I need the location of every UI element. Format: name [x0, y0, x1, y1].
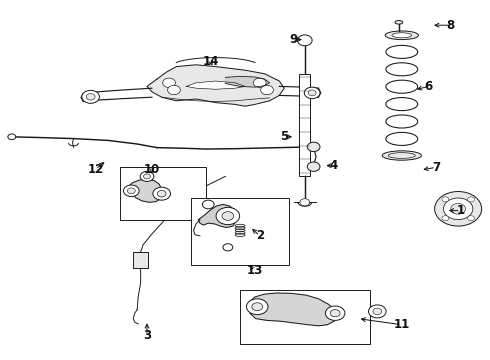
- Bar: [299, 74, 310, 176]
- Circle shape: [82, 90, 99, 103]
- Polygon shape: [186, 81, 245, 89]
- Circle shape: [307, 142, 320, 152]
- Text: 3: 3: [143, 329, 151, 342]
- Text: 11: 11: [393, 318, 410, 331]
- Polygon shape: [250, 293, 337, 326]
- Ellipse shape: [382, 151, 421, 160]
- Circle shape: [451, 203, 465, 214]
- Circle shape: [123, 185, 139, 197]
- Circle shape: [223, 244, 233, 251]
- Circle shape: [253, 78, 266, 87]
- Circle shape: [442, 197, 449, 202]
- Circle shape: [300, 199, 310, 206]
- Bar: [133, 252, 148, 268]
- Text: 14: 14: [202, 55, 219, 68]
- Circle shape: [442, 216, 449, 221]
- Ellipse shape: [392, 33, 412, 38]
- Circle shape: [261, 85, 273, 95]
- Bar: [240, 290, 370, 344]
- Circle shape: [308, 90, 316, 96]
- Circle shape: [144, 174, 150, 179]
- Ellipse shape: [395, 21, 403, 24]
- Circle shape: [163, 78, 175, 87]
- Circle shape: [330, 310, 340, 317]
- Circle shape: [153, 187, 171, 200]
- Circle shape: [307, 162, 320, 171]
- Bar: [191, 198, 289, 265]
- Text: 1: 1: [457, 204, 465, 217]
- Circle shape: [368, 305, 386, 318]
- Text: 12: 12: [87, 163, 104, 176]
- Text: 6: 6: [425, 80, 433, 93]
- Circle shape: [157, 190, 166, 197]
- Polygon shape: [147, 65, 284, 106]
- Circle shape: [304, 87, 320, 99]
- Circle shape: [246, 299, 268, 315]
- Text: 13: 13: [246, 264, 263, 277]
- Text: 9: 9: [290, 33, 298, 46]
- Circle shape: [168, 85, 180, 95]
- Circle shape: [325, 306, 345, 320]
- Text: 5: 5: [280, 130, 288, 143]
- Circle shape: [202, 200, 214, 209]
- Circle shape: [216, 207, 240, 225]
- Circle shape: [140, 171, 154, 181]
- Text: 10: 10: [144, 163, 160, 176]
- Circle shape: [127, 188, 135, 194]
- Ellipse shape: [385, 31, 418, 40]
- Circle shape: [467, 216, 474, 221]
- Circle shape: [443, 198, 473, 220]
- Circle shape: [222, 212, 234, 220]
- Circle shape: [252, 303, 263, 311]
- Text: 7: 7: [432, 161, 440, 174]
- Bar: [120, 167, 206, 220]
- Circle shape: [297, 35, 312, 46]
- Text: 8: 8: [447, 19, 455, 32]
- Circle shape: [467, 197, 474, 202]
- Polygon shape: [198, 204, 237, 228]
- Polygon shape: [127, 179, 163, 202]
- Circle shape: [435, 192, 482, 226]
- Circle shape: [86, 94, 95, 100]
- Text: 2: 2: [256, 229, 264, 242]
- Circle shape: [8, 134, 16, 140]
- Polygon shape: [225, 76, 270, 87]
- Text: 4: 4: [329, 159, 337, 172]
- Circle shape: [373, 308, 382, 315]
